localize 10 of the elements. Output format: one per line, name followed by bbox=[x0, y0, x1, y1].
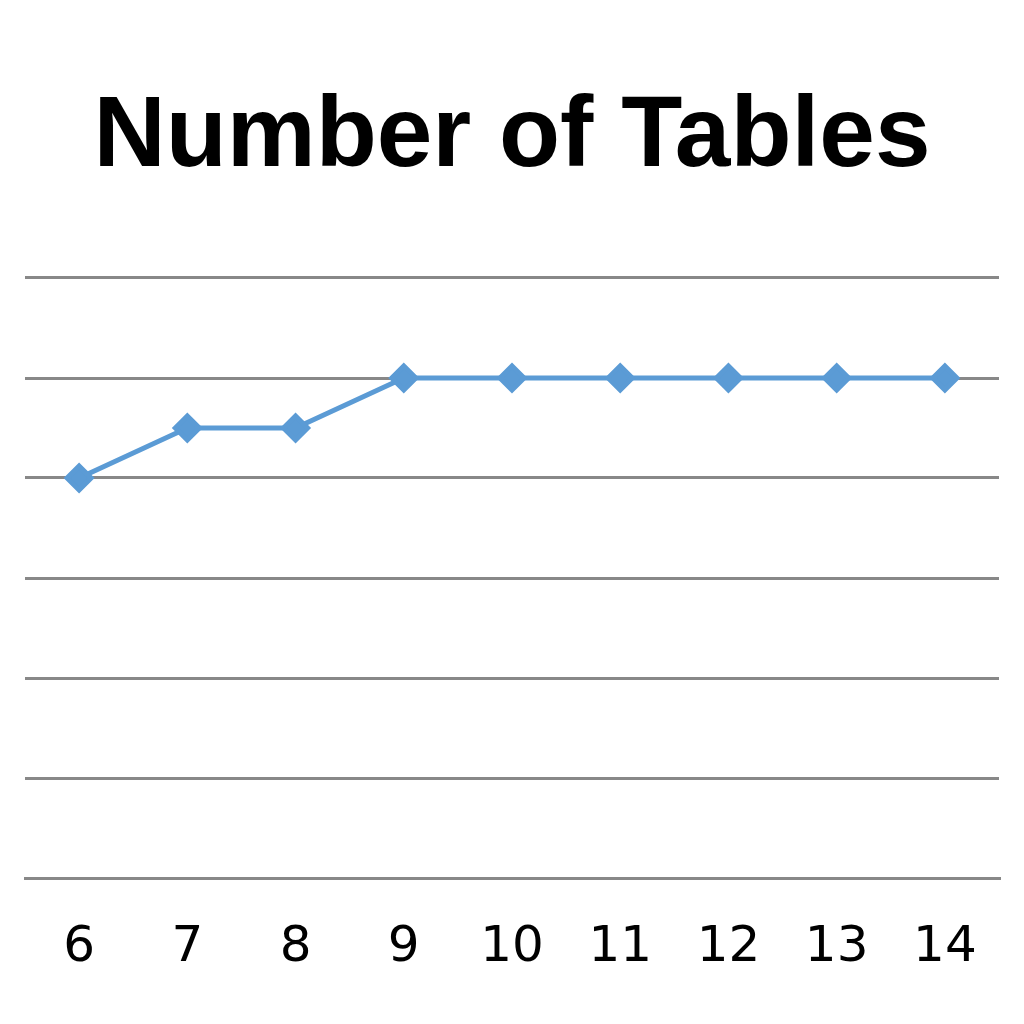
x-tick-label: 10 bbox=[480, 914, 544, 973]
x-tick-label: 11 bbox=[588, 914, 653, 973]
x-tick-label: 13 bbox=[804, 914, 869, 973]
x-tick-label: 12 bbox=[696, 914, 761, 973]
x-tick-label: 6 bbox=[63, 914, 96, 973]
chart-title: Number of Tables bbox=[93, 74, 931, 187]
x-tick-label: 7 bbox=[171, 914, 204, 973]
x-tick-label: 9 bbox=[387, 914, 420, 973]
x-tick-label: 14 bbox=[913, 914, 977, 973]
x-tick-label: 8 bbox=[279, 914, 312, 973]
